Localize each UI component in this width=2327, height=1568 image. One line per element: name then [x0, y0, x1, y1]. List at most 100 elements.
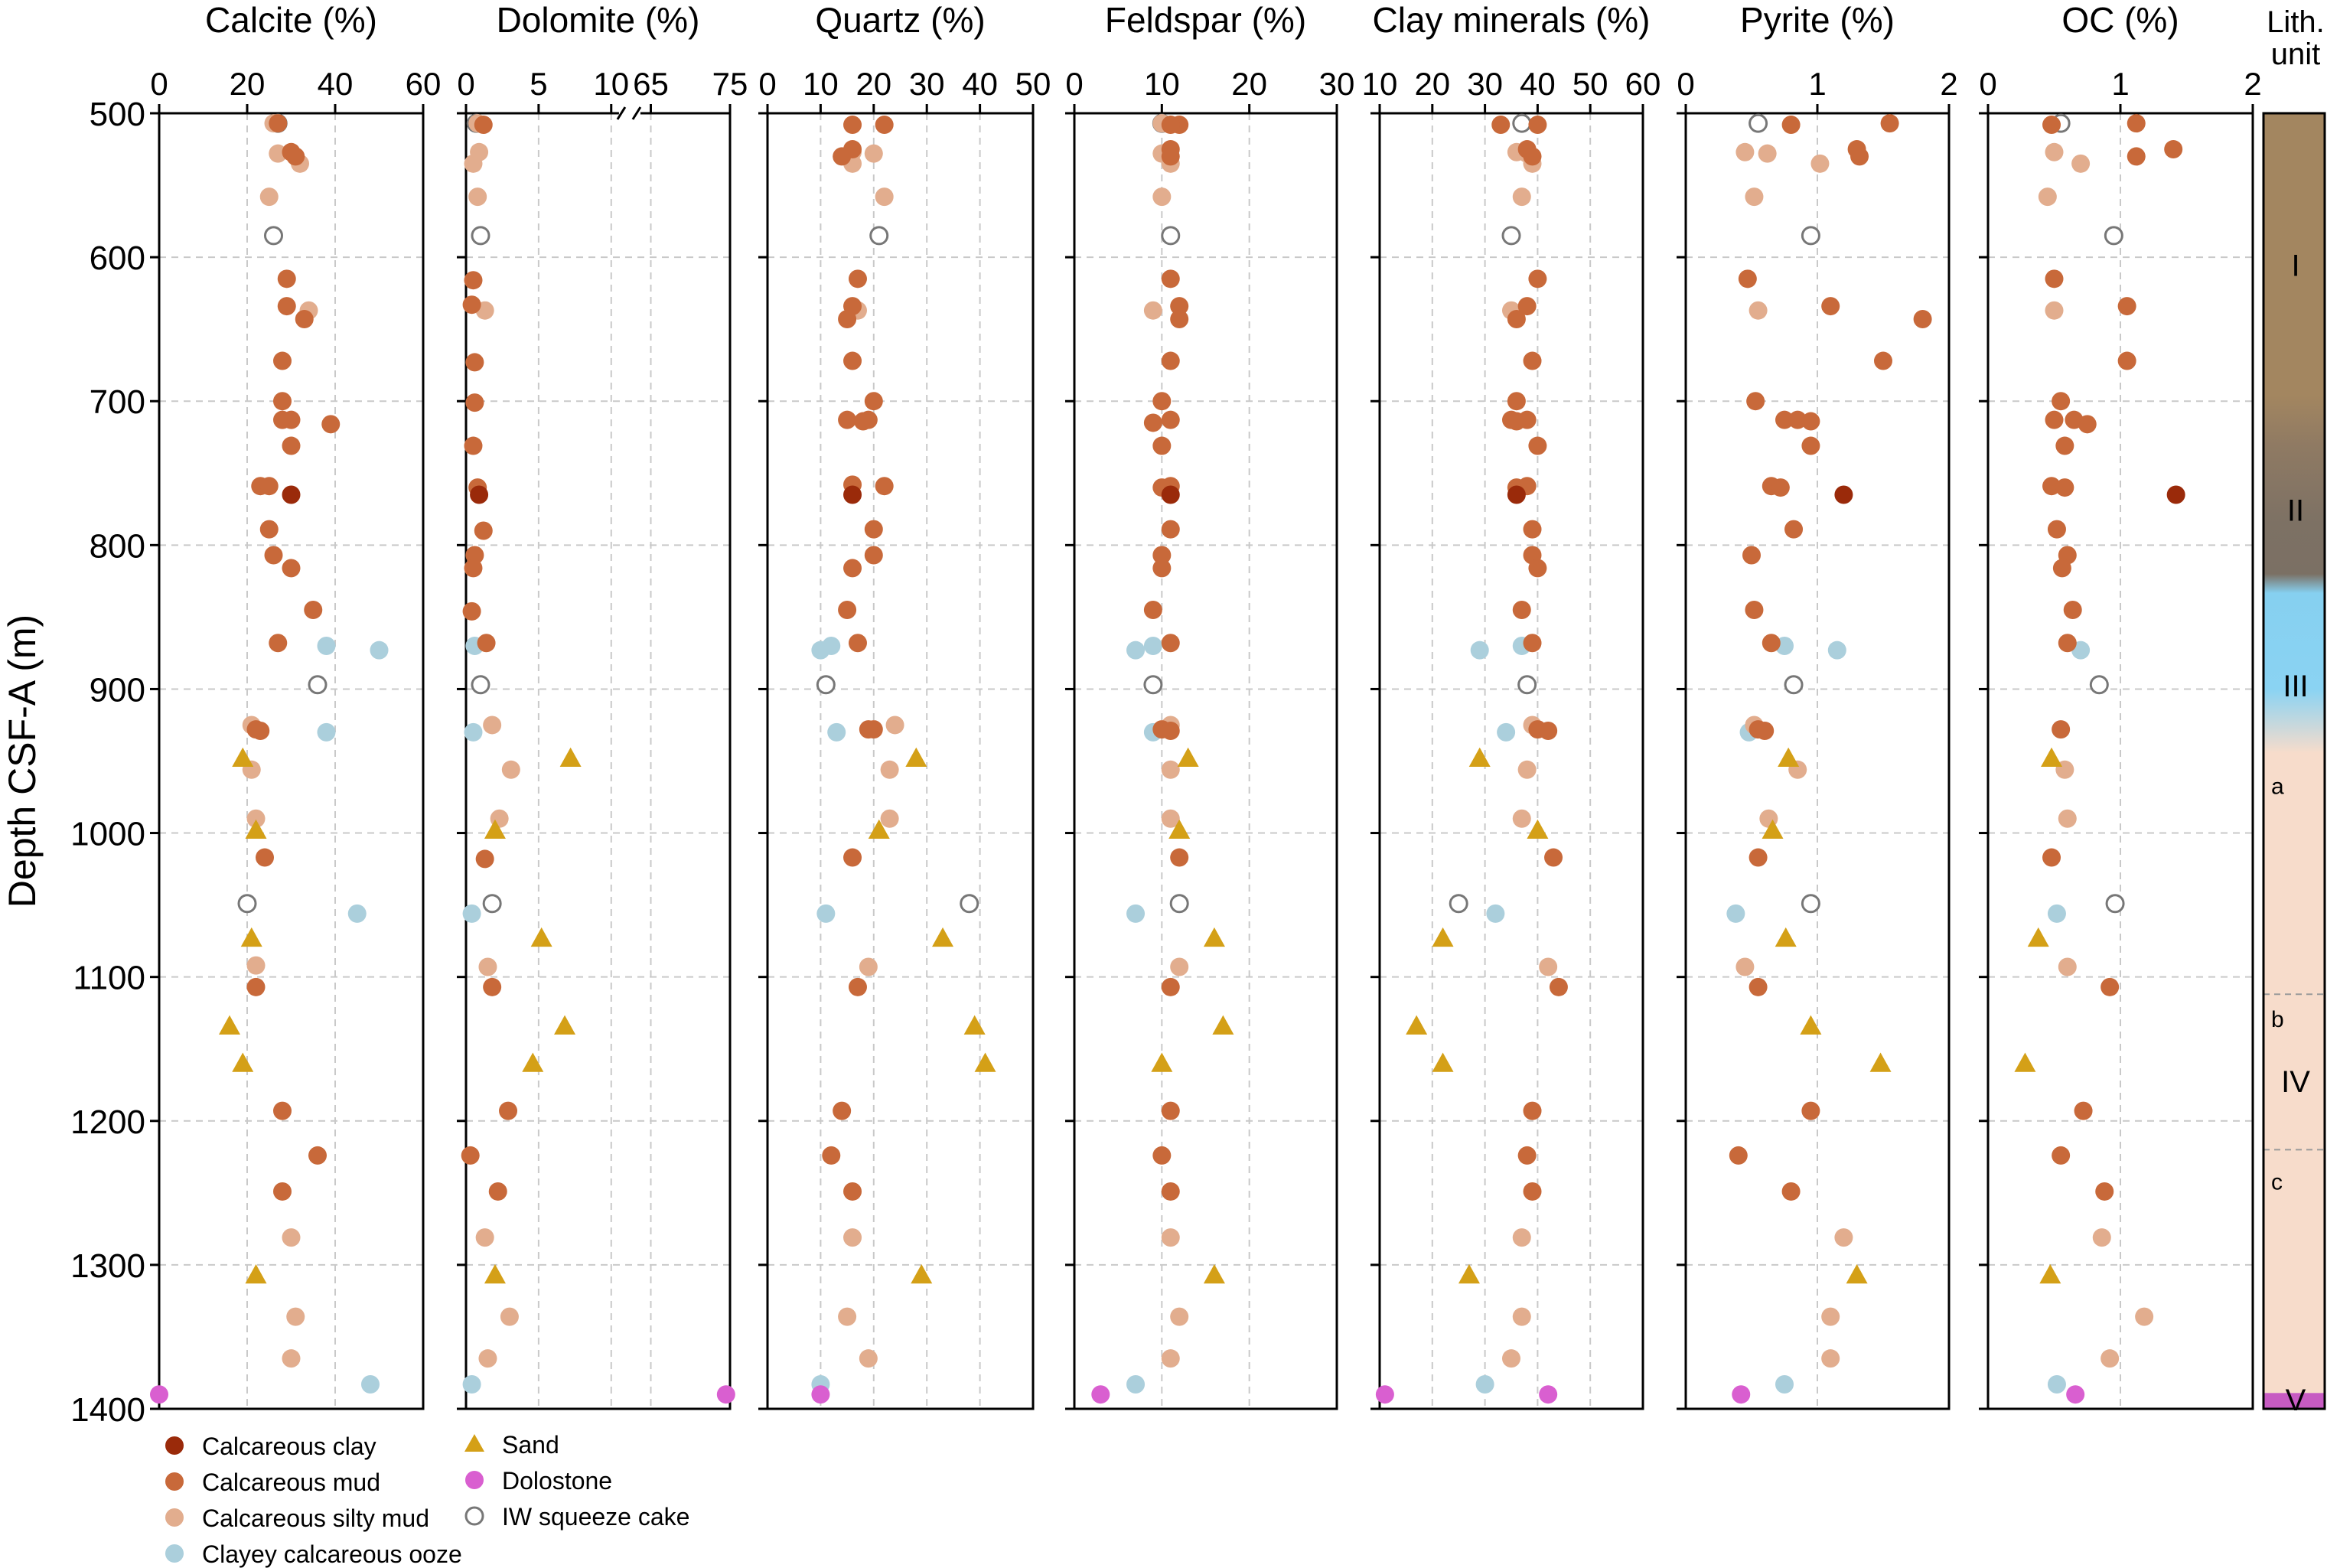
point-calcareous-mud: [1143, 600, 1162, 619]
point-calcareous-mud: [1781, 1182, 1801, 1201]
point-sand: [484, 819, 506, 839]
point-calcareous-silty-mud: [1834, 1228, 1853, 1247]
point-calcareous-mud: [1143, 413, 1162, 432]
point-calcareous-mud: [2117, 297, 2136, 316]
point-calcareous-silty-mud: [282, 1228, 301, 1247]
point-calcareous-silty-mud: [1161, 760, 1180, 779]
point-calcareous-mud: [1749, 977, 1768, 996]
point-calcareous-mud: [2117, 351, 2136, 370]
y-tick-label: 1000: [70, 816, 145, 853]
point-iw-squeeze-cake: [1517, 675, 1537, 695]
point-calcareous-mud: [1850, 147, 1869, 166]
x-tick-label: 40: [318, 66, 354, 102]
point-iw-squeeze-cake: [1784, 675, 1804, 695]
point-calcareous-mud: [1880, 114, 1899, 133]
x-tick-label: 75: [712, 66, 748, 102]
point-calcareous-mud: [1528, 436, 1547, 455]
lith-frame: [2262, 112, 2326, 1410]
point-sand: [1775, 927, 1797, 947]
point-calcareous-silty-mud: [1758, 144, 1777, 163]
point-sand: [974, 1052, 996, 1072]
lith-subunit-label: c: [2271, 1170, 2283, 1195]
point-calcareous-mud: [1161, 721, 1180, 740]
lith-title: Lith.: [2267, 5, 2325, 39]
panel-title: Quartz (%): [815, 0, 985, 40]
point-calcareous-mud: [1161, 147, 1180, 166]
point-calcareous-mud: [1801, 1101, 1820, 1120]
legend-label: Calcareous mud: [202, 1469, 380, 1496]
point-calcareous-silty-mud: [1517, 760, 1537, 779]
point-calcareous-silty-mud: [286, 1307, 305, 1326]
panel-frame: [1378, 112, 1644, 1410]
point-calcareous-silty-mud: [1152, 187, 1172, 207]
point-sand: [963, 1015, 986, 1035]
point-dolostone: [1091, 1385, 1110, 1404]
point-calcareous-mud: [1523, 634, 1542, 653]
point-sand: [1762, 819, 1784, 839]
point-calcareous-mud: [1729, 1146, 1748, 1165]
point-calcareous-mud: [2045, 269, 2064, 288]
point-sand: [2027, 927, 2049, 947]
point-calcareous-mud: [1152, 546, 1172, 565]
point-calcareous-mud: [1152, 1146, 1172, 1165]
x-tick-label: 60: [406, 66, 442, 102]
point-calcareous-silty-mud: [2135, 1307, 2154, 1326]
point-calcareous-mud: [488, 1182, 507, 1201]
point-calcareous-mud: [464, 436, 483, 455]
point-sand: [232, 1052, 254, 1072]
point-calcareous-silty-mud: [843, 1228, 862, 1247]
point-calcareous-mud: [864, 520, 883, 539]
point-calcareous-mud: [462, 601, 481, 621]
point-iw-squeeze-cake: [869, 226, 889, 246]
point-calcareous-mud: [859, 720, 878, 739]
point-calcareous-mud: [2052, 720, 2071, 739]
point-calcareous-mud: [1523, 147, 1542, 166]
legend-label: IW squeeze cake: [502, 1503, 689, 1531]
point-calcareous-silty-mud: [1821, 1307, 1840, 1326]
point-calcareous-mud: [875, 477, 894, 496]
point-calcareous-mud: [2127, 114, 2146, 133]
point-calcareous-mud: [838, 410, 857, 429]
point-sand: [1177, 747, 1199, 767]
panel-frame: [158, 112, 425, 1410]
point-clayey-calcareous-ooze: [1726, 904, 1745, 923]
legend-label: Clayey calcareous ooze: [202, 1540, 462, 1568]
point-calcareous-silty-mud: [1161, 1349, 1180, 1368]
point-calcareous-mud: [1544, 848, 1563, 867]
point-calcareous-mud: [1784, 520, 1804, 539]
point-calcareous-mud: [282, 436, 301, 455]
point-clayey-calcareous-ooze: [1475, 1375, 1494, 1394]
point-calcareous-mud: [1745, 600, 1764, 619]
point-sand: [1778, 747, 1800, 767]
point-dolostone: [1539, 1385, 1558, 1404]
panel-title: OC (%): [2061, 0, 2179, 40]
point-calcareous-mud: [843, 1182, 862, 1201]
point-calcareous-silty-mud: [1170, 1307, 1189, 1326]
point-sand: [1527, 819, 1549, 839]
point-calcareous-silty-mud: [885, 716, 904, 735]
point-calcareous-mud: [1507, 412, 1526, 431]
x-tick-label: 0: [758, 66, 776, 102]
lith-unit-v-fill: [2263, 1393, 2325, 1409]
point-calcareous-mud: [464, 559, 483, 578]
point-sand: [1212, 1015, 1234, 1035]
panel-feldspar: Feldspar (%) 0 10 20 30: [1065, 0, 1354, 1410]
point-calcareous-mud: [465, 353, 484, 372]
axis-break-mark: [616, 106, 627, 120]
point-calcareous-mud: [853, 412, 872, 431]
x-tick-label: 65: [633, 66, 669, 102]
point-calcareous-mud: [1755, 721, 1775, 740]
point-clayey-calcareous-ooze: [1126, 1375, 1146, 1394]
point-sand: [1406, 1015, 1428, 1035]
x-tick-label: 50: [1573, 66, 1608, 102]
point-calcareous-silty-mud: [259, 187, 279, 207]
point-clayey-calcareous-ooze: [462, 1375, 481, 1394]
point-calcareous-silty-mud: [1745, 187, 1764, 207]
point-sand: [1432, 1052, 1454, 1072]
x-tick-label: 40: [1520, 66, 1556, 102]
point-calcareous-silty-mud: [478, 957, 497, 976]
point-sand: [1846, 1264, 1868, 1284]
point-dolostone: [811, 1385, 830, 1404]
